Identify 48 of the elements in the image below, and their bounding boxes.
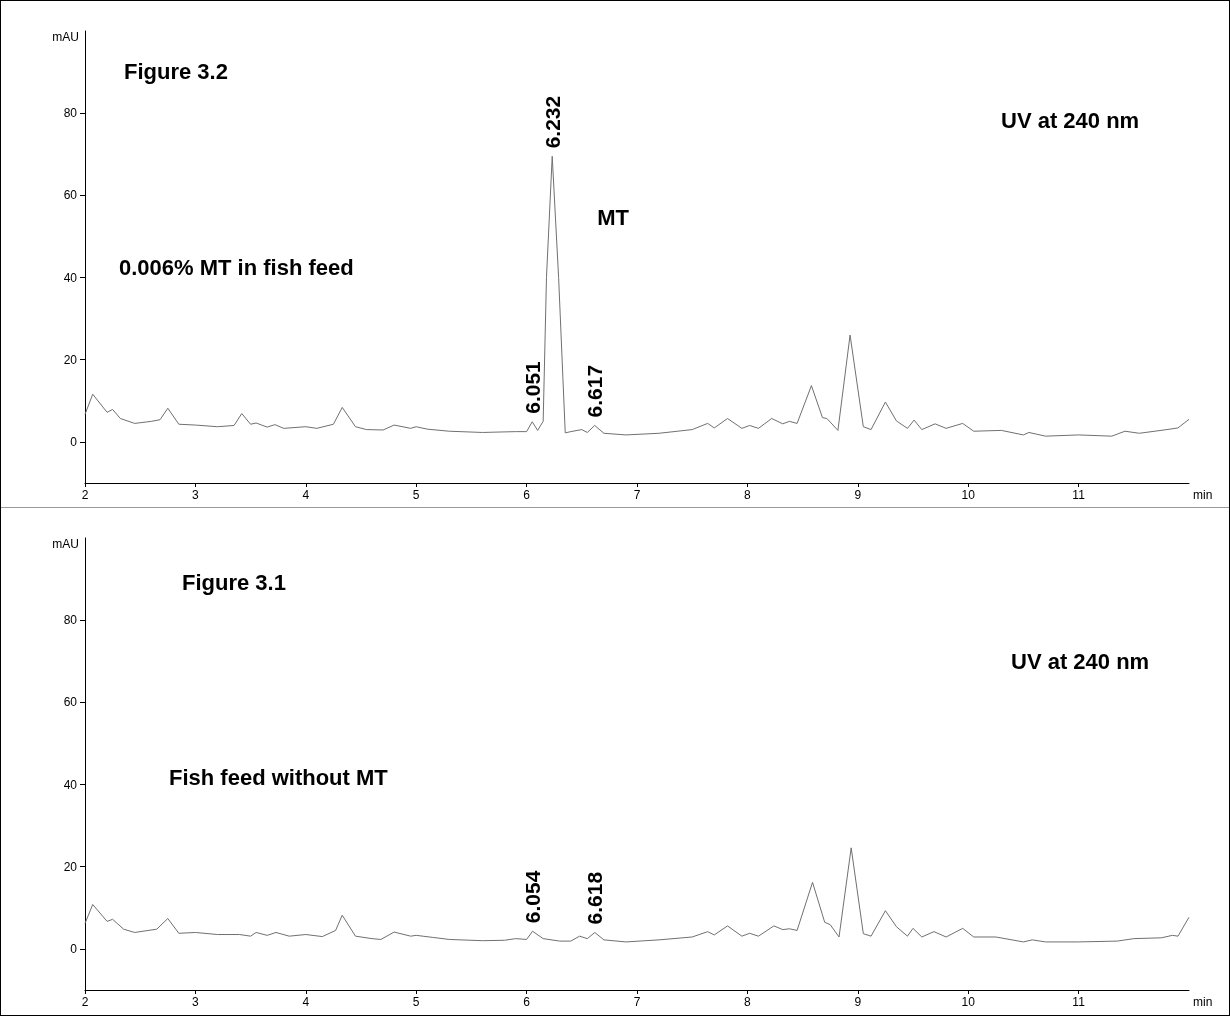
text: Figure 3.1	[182, 569, 286, 595]
x-axis-title: min	[1193, 995, 1213, 1009]
y-axis-title: mAU	[52, 537, 79, 551]
annotation: 0.006% MT in fish feed	[119, 254, 354, 280]
x-tick-label: 5	[412, 995, 420, 1009]
x-tick-label: 10	[961, 995, 976, 1009]
x-tick-label: 11	[1072, 995, 1086, 1009]
annotation: UV at 240 nm	[1011, 648, 1150, 674]
annotation: UV at 240 nm	[1001, 107, 1140, 133]
y-tick-label: 80	[63, 613, 78, 628]
x-tick-label: 6	[523, 488, 531, 502]
y-tick-label: 20	[63, 859, 78, 874]
text: Figure 3.2	[124, 58, 228, 84]
x-tick-label: 3	[192, 488, 200, 502]
y-tick-label: 40	[63, 777, 78, 792]
y-tick-label: 60	[63, 188, 78, 203]
x-axis-title: min	[1193, 488, 1213, 502]
y-tick-label: 0	[70, 434, 78, 449]
y-tick-label: 80	[63, 106, 78, 121]
x-tick-label: 4	[302, 488, 310, 502]
annotation: 6.617	[583, 364, 607, 418]
annotation: MT	[597, 204, 630, 230]
x-tick-label: 6	[523, 995, 531, 1009]
y-tick-label: 40	[63, 270, 78, 285]
x-tick-label: 7	[633, 995, 641, 1009]
x-tick-label: 10	[961, 488, 976, 502]
x-tick-label: 8	[744, 488, 752, 502]
annotation: 6.618	[583, 871, 607, 925]
x-tick-label: 2	[81, 488, 89, 502]
annotation: 6.051	[520, 360, 544, 414]
x-tick-label: 9	[854, 995, 862, 1009]
x-tick-label: 2	[81, 995, 89, 1009]
annotation: 6.232	[540, 95, 564, 149]
y-tick-label: 60	[63, 695, 78, 710]
line-series	[84, 847, 1190, 943]
x-tick-label: 11	[1072, 488, 1086, 502]
line-series	[84, 155, 1190, 437]
x-tick-label: 9	[854, 488, 862, 502]
y-tick-label: 0	[70, 941, 78, 956]
annotation: 6.054	[521, 870, 545, 924]
y-tick-label: 20	[63, 352, 78, 367]
x-tick-label: 7	[633, 488, 641, 502]
y-axis-title: mAU	[52, 30, 79, 44]
x-tick-label: 5	[412, 488, 420, 502]
x-tick-label: 8	[744, 995, 752, 1009]
x-tick-label: 3	[192, 995, 200, 1009]
x-tick-label: 4	[302, 995, 310, 1009]
annotation: Fish feed without MT	[169, 764, 389, 790]
